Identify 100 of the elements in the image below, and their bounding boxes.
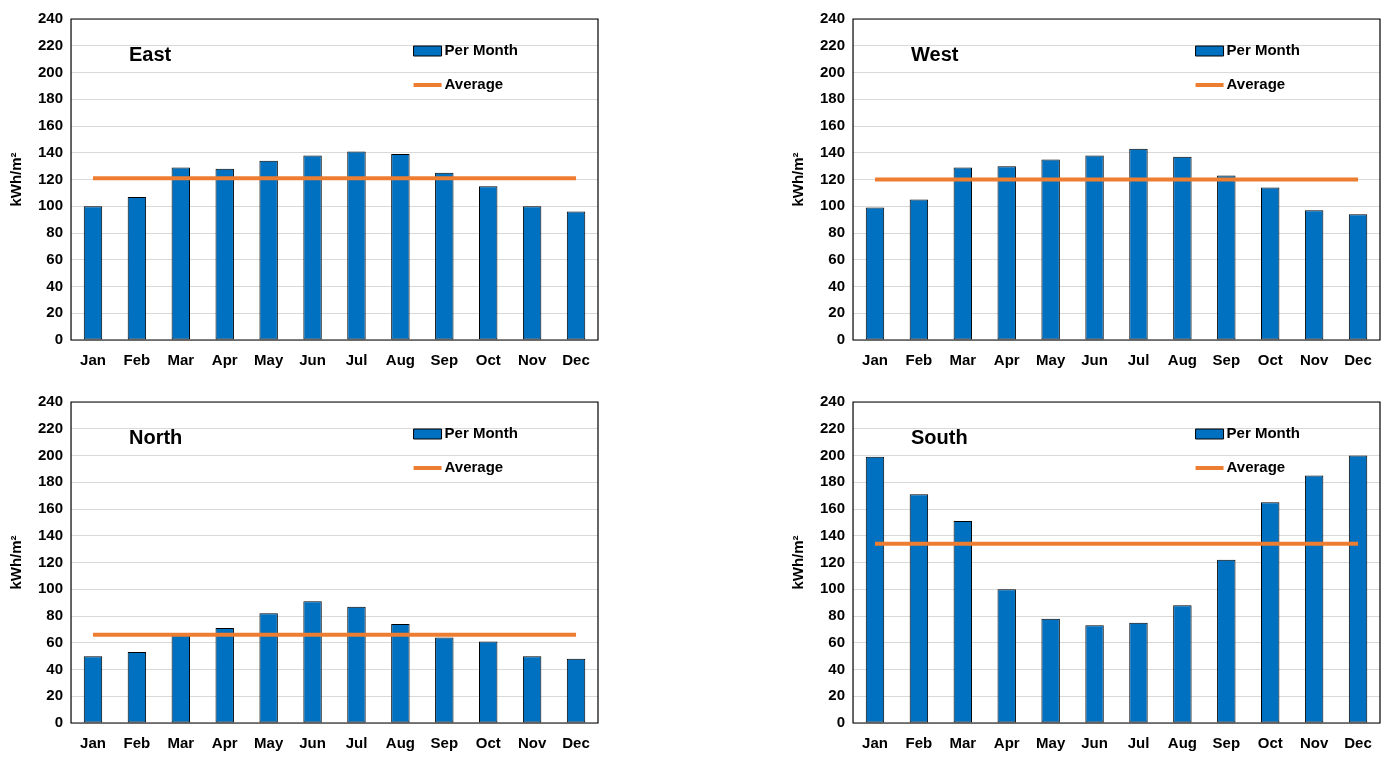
x-tick-label: Apr [993, 734, 1020, 752]
x-tick-label: Dec [1344, 351, 1372, 369]
text: North [128, 425, 183, 448]
y-tick-label: 180 [38, 89, 64, 107]
y-tick-label: 140 [38, 142, 64, 160]
x-tick-label: Feb [905, 734, 933, 752]
y-axis-title: kWh/m² [7, 535, 25, 590]
y-tick-label: 240 [38, 9, 64, 27]
x-tick-label: Apr [993, 351, 1020, 369]
x-tick-label: Jan [862, 734, 888, 752]
y-tick-label: 60 [828, 632, 846, 650]
x-tick-label: Oct [475, 734, 501, 752]
y-tick-label: 240 [38, 392, 64, 410]
x-tick-label: Jun [1081, 351, 1108, 369]
y-tick-label: 180 [38, 472, 64, 490]
y-tick-label: 180 [820, 472, 846, 490]
x-tick-label: Jan [80, 734, 106, 752]
x-tick-label: Mar [167, 351, 195, 369]
y-tick-label: 80 [46, 223, 64, 241]
x-tick-label: May [254, 734, 284, 752]
y-tick-label: 160 [820, 116, 846, 134]
x-tick-label: Mar [949, 351, 977, 369]
x-tick-label: Jan [862, 351, 888, 369]
x-tick-label: Apr [211, 734, 238, 752]
x-tick-label: Jul [1127, 734, 1150, 752]
legend-label: Average [444, 75, 504, 93]
y-tick-label: 120 [820, 169, 846, 187]
y-tick-label: 100 [38, 579, 64, 597]
y-tick-label: 0 [836, 330, 846, 348]
y-axis-title: kWh/m² [789, 152, 807, 207]
y-tick-label: 200 [820, 62, 846, 80]
y-tick-label: 120 [820, 552, 846, 570]
x-tick-label: Jun [1081, 734, 1108, 752]
y-tick-label: 40 [46, 659, 64, 677]
y-tick-label: 140 [820, 525, 846, 543]
y-tick-label: 120 [38, 552, 64, 570]
x-tick-label: Jan [80, 351, 106, 369]
text: South [910, 425, 968, 448]
legend-label: Average [444, 458, 504, 476]
y-tick-label: 220 [820, 35, 846, 53]
x-tick-label: Oct [1257, 351, 1283, 369]
y-tick-label: 0 [836, 713, 846, 731]
y-tick-label: 240 [820, 392, 846, 410]
x-tick-label: Jun [299, 734, 326, 752]
y-tick-label: 220 [38, 35, 64, 53]
y-tick-label: 60 [46, 249, 64, 267]
y-tick-label: 100 [38, 196, 64, 214]
y-axis-title: kWh/m² [789, 535, 807, 590]
x-tick-label: Sep [430, 351, 459, 369]
legend-label: Average [1226, 458, 1286, 476]
x-tick-label: Dec [562, 734, 590, 752]
x-tick-label: Aug [1167, 351, 1197, 369]
x-tick-label: Jul [1127, 351, 1150, 369]
y-tick-label: 220 [38, 418, 64, 436]
text: East [128, 42, 172, 65]
y-tick-label: 200 [38, 445, 64, 463]
y-tick-label: 80 [828, 606, 846, 624]
y-tick-label: 160 [38, 116, 64, 134]
legend-label: Per Month [1226, 424, 1300, 442]
x-tick-label: Dec [562, 351, 590, 369]
y-tick-label: 100 [820, 196, 846, 214]
y-tick-label: 200 [38, 62, 64, 80]
y-tick-label: 120 [38, 169, 64, 187]
x-tick-label: May [1036, 351, 1066, 369]
x-tick-label: Nov [517, 351, 547, 369]
legend-label: Per Month [1226, 41, 1300, 59]
legend-label: Per Month [444, 424, 518, 442]
x-tick-label: Sep [1212, 734, 1241, 752]
y-tick-label: 40 [46, 276, 64, 294]
y-tick-label: 40 [828, 659, 846, 677]
x-tick-label: Apr [211, 351, 238, 369]
y-tick-label: 80 [46, 606, 64, 624]
x-tick-label: Oct [1257, 734, 1283, 752]
y-tick-label: 20 [828, 303, 846, 321]
y-tick-label: 140 [820, 142, 846, 160]
y-tick-label: 100 [820, 579, 846, 597]
text: West [910, 42, 959, 65]
x-tick-label: Mar [167, 734, 195, 752]
y-tick-label: 220 [820, 418, 846, 436]
y-tick-label: 200 [820, 445, 846, 463]
y-tick-label: 60 [828, 249, 846, 267]
y-tick-label: 140 [38, 525, 64, 543]
x-tick-label: Sep [1212, 351, 1241, 369]
x-tick-label: Feb [123, 351, 151, 369]
x-tick-label: Dec [1344, 734, 1372, 752]
y-tick-label: 0 [54, 330, 64, 348]
x-tick-label: Feb [905, 351, 933, 369]
x-tick-label: Nov [1299, 351, 1329, 369]
x-tick-label: Nov [517, 734, 547, 752]
y-tick-label: 0 [54, 713, 64, 731]
legend-label: Per Month [444, 41, 518, 59]
x-tick-label: Jun [299, 351, 326, 369]
y-tick-label: 20 [828, 686, 846, 704]
y-tick-label: 160 [820, 499, 846, 517]
x-tick-label: Nov [1299, 734, 1329, 752]
x-tick-label: Jul [345, 351, 368, 369]
y-tick-label: 80 [828, 223, 846, 241]
y-axis-title: kWh/m² [7, 152, 25, 207]
y-tick-label: 60 [46, 632, 64, 650]
x-tick-label: May [1036, 734, 1066, 752]
